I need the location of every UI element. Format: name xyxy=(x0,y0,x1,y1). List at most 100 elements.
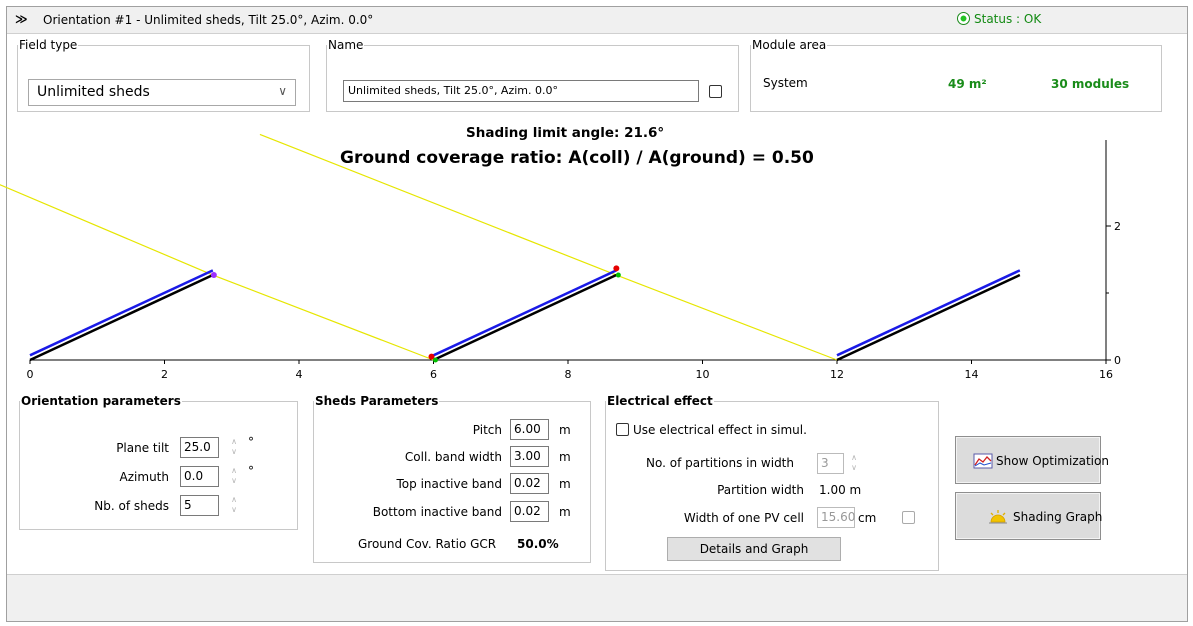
field-type-select[interactable]: Unlimited sheds ∨ xyxy=(28,79,296,106)
sun-icon xyxy=(989,510,1007,524)
chevron-down-icon: ∨ xyxy=(278,84,287,98)
partition-width-value: 1.00 m xyxy=(819,483,862,497)
nb-sheds-spinner[interactable]: ∧ ∨ xyxy=(231,495,237,514)
field-type-legend: Field type xyxy=(19,38,78,52)
x-tick-label-2: 2 xyxy=(161,368,168,380)
bottom-inactive-band-label: Bottom inactive band xyxy=(372,505,502,519)
x-tick-label-12: 12 xyxy=(830,368,844,380)
field-type-group: Field type Unlimited sheds ∨ xyxy=(17,39,310,112)
shed-frame-2 xyxy=(432,273,617,362)
name-input[interactable]: Unlimited sheds, Tilt 25.0°, Azim. 0.0° xyxy=(343,80,699,102)
azimuth-input[interactable]: 0.0 xyxy=(180,466,219,487)
x-tick-label-14: 14 xyxy=(965,368,979,380)
azimuth-unit: ° xyxy=(248,464,254,478)
shed-frame-3 xyxy=(836,273,1021,362)
module-area-value: 49 m² xyxy=(948,77,987,91)
bottom-bar xyxy=(7,574,1187,621)
shading-ray xyxy=(259,133,617,276)
shading-graph-label: Shading Graph xyxy=(1013,510,1103,524)
shed-frame-1 xyxy=(29,273,214,362)
shed-top-marker xyxy=(210,272,217,279)
partition-width-label: Partition width xyxy=(717,483,804,497)
shading-ray xyxy=(616,274,838,361)
electrical-effect-legend: Electrical effect xyxy=(607,394,713,408)
orientation-header[interactable]: ≫ Orientation #1 - Unlimited sheds, Tilt… xyxy=(7,7,1187,34)
shading-limit-angle: Shading limit angle: 21.6° xyxy=(466,125,665,141)
field-type-value: Unlimited sheds xyxy=(37,84,150,100)
shed-collector-3 xyxy=(836,269,1021,357)
ground-coverage-ratio-title: Ground coverage ratio: A(coll) / A(groun… xyxy=(340,148,814,168)
coll-band-width-input[interactable]: 3.00 xyxy=(510,446,549,467)
use-electrical-effect-checkbox[interactable] xyxy=(616,423,629,436)
use-electrical-effect-label[interactable]: Use electrical effect in simul. xyxy=(633,423,807,437)
pv-cell-width-label: Width of one PV cell xyxy=(683,511,804,525)
system-label: System xyxy=(763,76,808,90)
details-and-graph-button[interactable]: Details and Graph xyxy=(667,537,841,561)
electrical-effect-group: Electrical effect Use electrical effect … xyxy=(605,395,939,571)
module-count-value: 30 modules xyxy=(1051,77,1130,91)
plane-tilt-input[interactable]: 25.0 xyxy=(180,437,219,458)
name-group: Name Unlimited sheds, Tilt 25.0°, Azim. … xyxy=(326,39,739,112)
partitions-label: No. of partitions in width xyxy=(646,456,794,470)
pitch-label: Pitch xyxy=(472,423,502,437)
shed-collector-2 xyxy=(432,269,617,357)
double-chevron-down-icon[interactable]: ≫ xyxy=(15,12,28,26)
nb-sheds-input[interactable]: 5 xyxy=(180,495,219,516)
x-tick-label-10: 10 xyxy=(696,368,710,380)
gcr-label: Ground Cov. Ratio GCR xyxy=(358,537,497,551)
x-tick-label-6: 6 xyxy=(430,368,437,380)
bottom-inactive-band-unit: m xyxy=(559,505,571,519)
azimuth-spinner[interactable]: ∧ ∨ xyxy=(231,466,237,485)
pitch-input[interactable]: 6.00 xyxy=(510,419,549,440)
shed-top-marker xyxy=(615,272,621,278)
x-tick-label-0: 0 xyxy=(27,368,34,380)
module-area-legend: Module area xyxy=(752,38,827,52)
details-and-graph-label: Details and Graph xyxy=(699,542,809,556)
y-tick-label-2: 2 xyxy=(1114,220,1121,233)
plane-tilt-spinner[interactable]: ∧ ∨ xyxy=(231,437,237,456)
top-inactive-band-unit: m xyxy=(559,477,571,491)
orientation-parameters-legend: Orientation parameters xyxy=(21,394,181,408)
x-tick-label-8: 8 xyxy=(565,368,572,380)
shed-top-marker xyxy=(613,265,620,272)
status-ok-icon xyxy=(957,12,970,25)
name-checkbox[interactable] xyxy=(709,85,722,98)
status-indicator: Status : OK xyxy=(957,12,1041,26)
shed-collector-1 xyxy=(29,269,214,357)
coll-band-width-unit: m xyxy=(559,450,571,464)
shading-ray xyxy=(0,184,214,276)
optimization-chart-icon xyxy=(973,453,993,469)
top-inactive-band-input[interactable]: 0.02 xyxy=(510,473,549,494)
shading-point-marker xyxy=(428,353,435,360)
module-area-group: Module area System 49 m² 30 modules xyxy=(750,39,1162,112)
nb-sheds-label: Nb. of sheds xyxy=(94,499,169,513)
coll-band-width-label: Coll. band width xyxy=(404,450,502,464)
partitions-spinner[interactable]: ∧ ∨ xyxy=(851,453,857,472)
bottom-inactive-band-input[interactable]: 0.02 xyxy=(510,501,549,522)
plane-tilt-unit: ° xyxy=(248,435,254,449)
x-tick-label-4: 4 xyxy=(296,368,303,380)
x-tick-label-16: 16 xyxy=(1099,368,1113,380)
pitch-unit: m xyxy=(559,423,571,437)
sheds-parameters-group: Sheds Parameters Pitch 6.00 m Coll. band… xyxy=(313,395,591,563)
shading-ray xyxy=(212,274,434,361)
gcr-value: 50.0% xyxy=(517,537,559,551)
shading-point-marker xyxy=(433,357,438,363)
pv-cell-width-checkbox[interactable] xyxy=(902,511,915,524)
partitions-input[interactable]: 3 xyxy=(817,453,844,474)
show-optimization-button[interactable]: Show Optimization xyxy=(955,436,1109,484)
sheds-parameters-legend: Sheds Parameters xyxy=(315,394,439,408)
pv-cell-width-unit: cm xyxy=(858,511,877,525)
shading-graph-button[interactable]: Shading Graph xyxy=(955,492,1103,540)
y-tick-label-0: 0 xyxy=(1114,354,1121,367)
orientation-title: Orientation #1 - Unlimited sheds, Tilt 2… xyxy=(43,13,374,27)
plane-tilt-label: Plane tilt xyxy=(116,441,169,455)
show-optimization-label: Show Optimization xyxy=(996,454,1109,468)
top-inactive-band-label: Top inactive band xyxy=(396,477,503,491)
status-text: Status : OK xyxy=(974,12,1042,26)
pv-cell-width-input[interactable]: 15.60 xyxy=(817,507,855,528)
orientation-parameters-group: Orientation parameters Plane tilt 25.0 ∧… xyxy=(19,395,298,530)
azimuth-label: Azimuth xyxy=(119,470,169,484)
name-legend: Name xyxy=(328,38,364,52)
